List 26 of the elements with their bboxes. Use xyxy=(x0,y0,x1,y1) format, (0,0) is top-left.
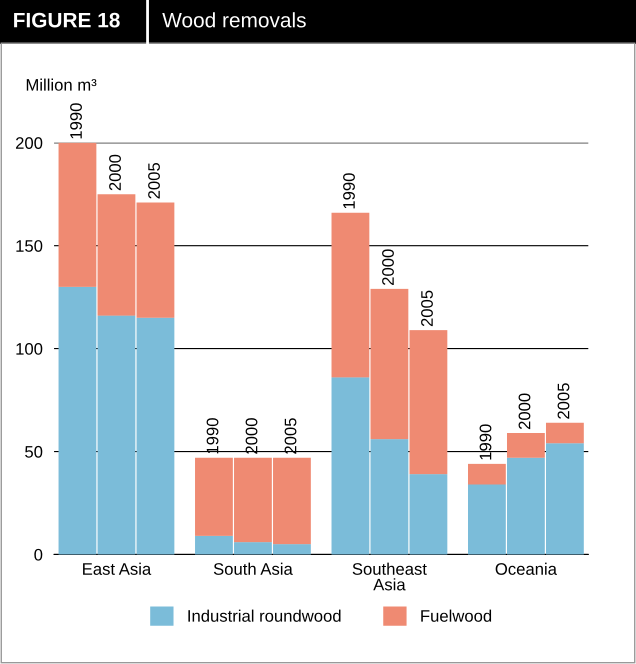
legend-label: Fuelwood xyxy=(421,610,492,622)
chart-title: FIGURE 18 xyxy=(14,12,120,28)
y-axis-title: Million m³ xyxy=(26,78,96,91)
x-tick-label: 2005 xyxy=(421,290,433,326)
text: East Asia xyxy=(83,562,152,575)
x-tick-label: 2005 xyxy=(558,383,570,419)
x-tick-label: 1990 xyxy=(343,173,355,208)
legend-label: Industrial roundwood xyxy=(188,610,341,622)
x-tick-label: 2000 xyxy=(518,393,530,430)
x-tick-label: 1990 xyxy=(206,418,218,454)
x-tick-label: 2005 xyxy=(148,162,160,199)
x-tick-label: 2000 xyxy=(109,154,121,190)
y-tick-label: 100 xyxy=(16,343,42,355)
y-tick-label: 0 xyxy=(34,548,42,561)
text: South Asia xyxy=(214,562,293,575)
chart-subtitle: Wood removals xyxy=(162,12,306,28)
y-tick-label: 50 xyxy=(25,446,42,458)
y-tick-label: 200 xyxy=(16,137,42,149)
x-tick-label: 2000 xyxy=(382,249,394,285)
x-tick-label: 1990 xyxy=(70,103,82,138)
x-tick-label: 2000 xyxy=(246,418,258,454)
x-tick-label: 1990 xyxy=(480,424,492,460)
text: Southeast Asia xyxy=(352,562,427,590)
text: Oceania xyxy=(496,562,557,575)
x-tick-label: 2005 xyxy=(284,418,296,454)
y-tick-label: 150 xyxy=(16,240,42,252)
